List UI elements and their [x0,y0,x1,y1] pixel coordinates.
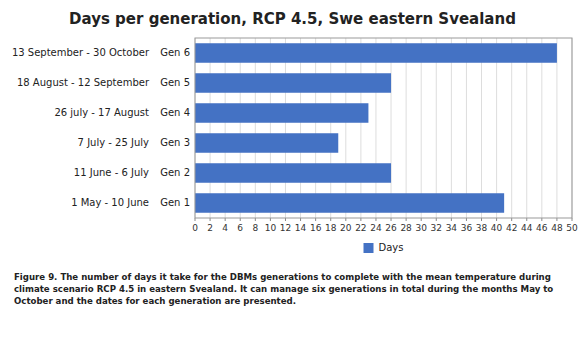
title: Days per generation, RCP 4.5, Swe easter… [69,10,516,28]
category-label: Gen 2 [160,167,190,178]
legend-label: Days [379,242,404,253]
tick-label: 6 [237,223,243,233]
tick-label: 12 [280,223,291,233]
grid-line [300,38,301,218]
tick-label: 46 [536,223,548,233]
tick-label: 10 [265,223,277,233]
tick-label: 20 [340,223,352,233]
bar [195,73,391,93]
grid-line [541,38,542,218]
category-label: Gen 5 [160,77,190,88]
tick-label: 30 [415,223,427,233]
tick-label: 16 [310,223,322,233]
category-label: Gen 1 [160,197,190,208]
plot-frame [195,38,572,218]
grid-line [210,38,211,218]
tick-label: 34 [446,223,458,233]
grid-line [391,38,392,218]
grid-line [451,38,452,218]
tick-label: 44 [521,223,533,233]
grid-line [556,38,557,218]
tick-label: 50 [566,223,578,233]
legend-swatch [364,243,374,253]
grid-line [360,38,361,218]
bar [195,133,338,153]
date-label: 18 August - 12 September [17,77,150,88]
tick-label: 42 [506,223,517,233]
grid-line [481,38,482,218]
tick-label: 28 [400,223,412,233]
tick-label: 0 [192,223,198,233]
tick-label: 14 [295,223,307,233]
tick-label: 26 [385,223,397,233]
grid-line [466,38,467,218]
plot-area [195,38,572,218]
bars [195,43,557,213]
date-label: 7 July - 25 July [78,137,149,148]
grid-line [496,38,497,218]
grid-line [511,38,512,218]
category-label: Gen 3 [160,137,190,148]
tick-label: 40 [491,223,503,233]
grid-line [436,38,437,218]
tick-label: 8 [252,223,258,233]
category-label: Gen 4 [160,107,190,118]
caption-line: climate scenario RCP 4.5 in eastern Svea… [14,284,553,294]
grid-line [330,38,331,218]
grid-line [375,38,376,218]
category-label: Gen 6 [160,47,190,58]
caption-line: Figure 9. The number of days it take for… [14,272,551,282]
grid-line [285,38,286,218]
grid-line [240,38,241,218]
tick-label: 22 [355,223,366,233]
tick-label: 18 [325,223,337,233]
grid-line [345,38,346,218]
grid-line [421,38,422,218]
caption: Figure 9. The number of days it take for… [14,272,553,306]
date-label: 11 June - 6 July [74,167,149,178]
grid-line [255,38,256,218]
grid-line [526,38,527,218]
date-label: 26 july - 17 August [54,107,149,118]
tick-label: 38 [476,223,488,233]
bar [195,103,368,123]
tick-label: 2 [207,223,213,233]
tick-label: 4 [222,223,228,233]
chart: Days per generation, RCP 4.5, Swe easter… [0,0,585,337]
date-label: 13 September - 30 October [12,47,150,58]
grid-line [315,38,316,218]
tick-label: 48 [551,223,563,233]
caption-line: October and the dates for each generatio… [14,296,296,306]
grid-line [225,38,226,218]
bar [195,43,557,63]
tick-label: 36 [461,223,473,233]
grid-line [406,38,407,218]
bar [195,193,504,213]
tick-label: 24 [370,223,382,233]
tick-label: 32 [431,223,442,233]
grid-line [270,38,271,218]
date-label: 1 May - 10 June [71,197,149,208]
bar [195,163,391,183]
